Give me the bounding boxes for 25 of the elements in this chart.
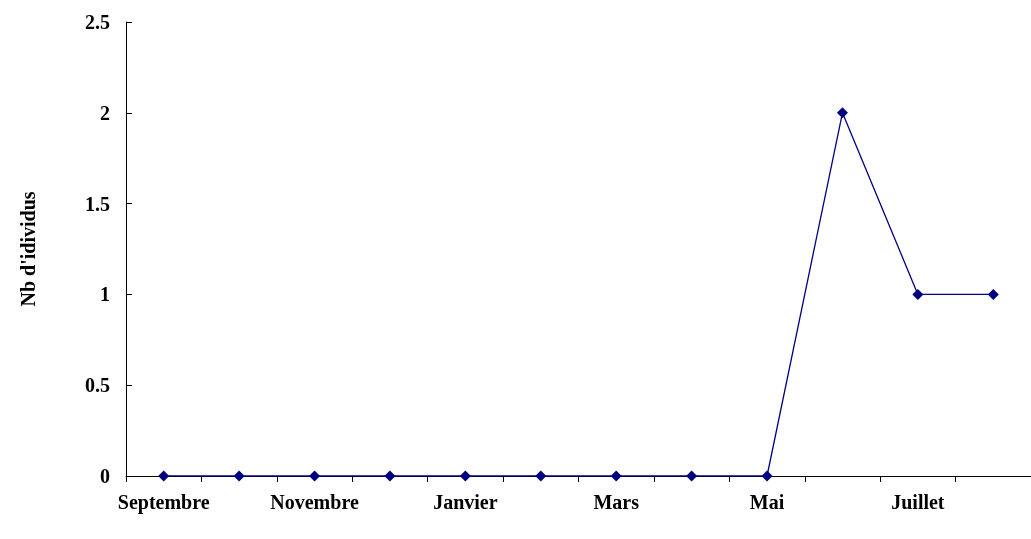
y-tick-label: 0 bbox=[100, 465, 110, 487]
y-tick-label: 1.5 bbox=[85, 192, 110, 215]
point bbox=[309, 470, 321, 482]
x-tick-label: Mars bbox=[593, 491, 640, 513]
y-axis-title: Nb d'idividus bbox=[17, 191, 39, 307]
point bbox=[459, 470, 471, 482]
point bbox=[761, 470, 773, 482]
point bbox=[535, 470, 547, 482]
y-tick-label: 0.5 bbox=[85, 374, 110, 397]
y-tick-label: 2 bbox=[100, 101, 110, 124]
y-tick-label: 2.5 bbox=[85, 11, 110, 33]
point bbox=[610, 470, 622, 482]
x-tick-label: Juillet bbox=[891, 491, 945, 513]
point bbox=[686, 470, 698, 482]
x-tick-label: Novembre bbox=[270, 491, 359, 513]
point bbox=[233, 470, 245, 482]
point bbox=[912, 288, 924, 300]
point bbox=[158, 470, 170, 482]
point bbox=[836, 107, 848, 119]
point bbox=[384, 470, 396, 482]
x-tick-label: Septembre bbox=[117, 491, 210, 514]
y-tick-label: 1 bbox=[100, 283, 110, 306]
point bbox=[987, 288, 999, 300]
x-tick-label: Mai bbox=[749, 491, 785, 513]
x-tick-label: Janvier bbox=[433, 491, 498, 513]
